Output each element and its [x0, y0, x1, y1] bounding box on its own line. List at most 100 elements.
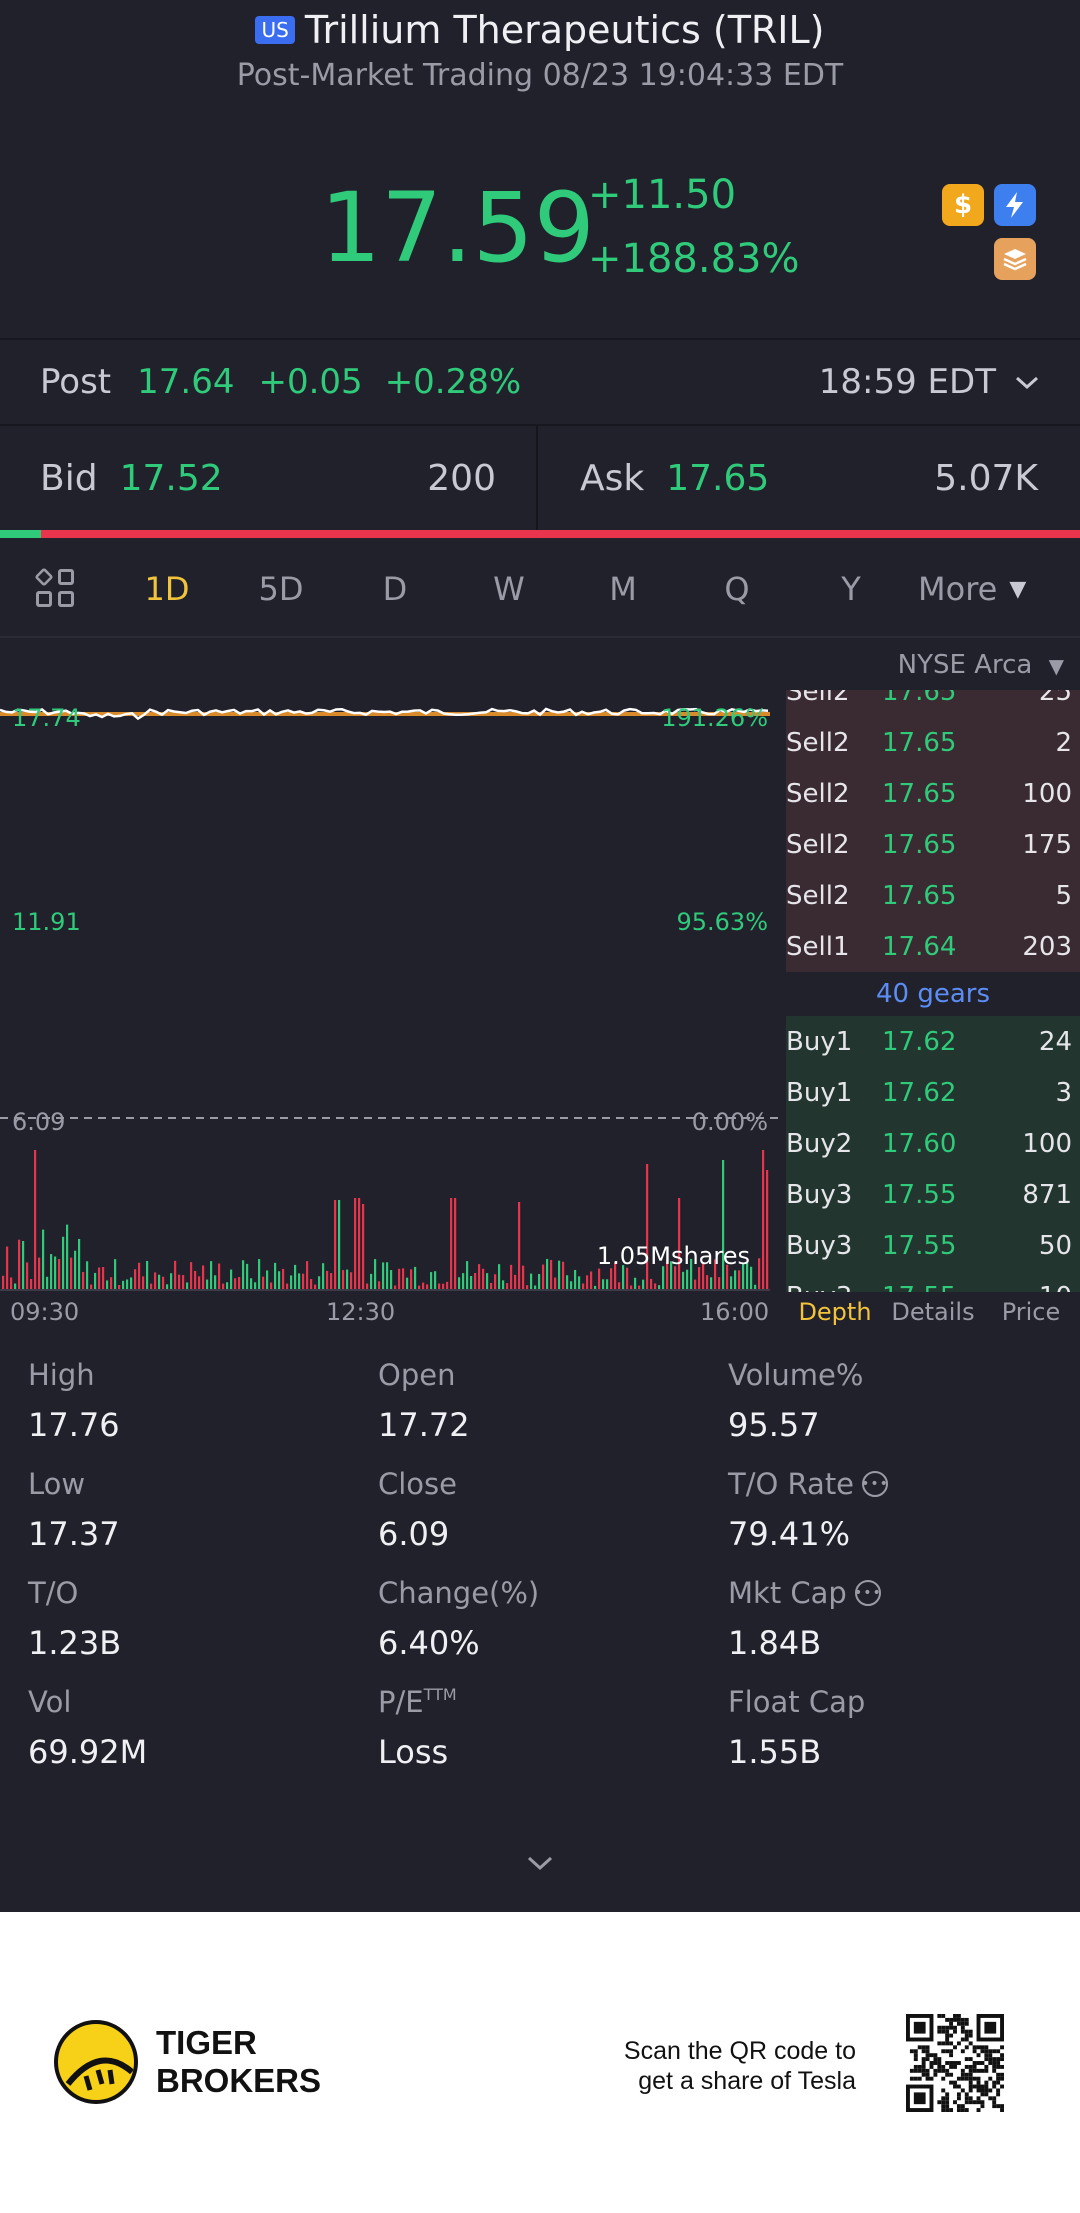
- volume-bar: [282, 1268, 285, 1290]
- tab-quarter[interactable]: Q: [724, 570, 750, 608]
- qr-module: [988, 2061, 993, 2065]
- volume-bar: [702, 1263, 705, 1290]
- y-label-mid-right: 95.63%: [676, 908, 768, 936]
- tab-5d[interactable]: 5D: [258, 570, 304, 608]
- volume-bar: [146, 1260, 149, 1290]
- volume-bar: [114, 1259, 117, 1290]
- qr-module: [913, 2049, 918, 2054]
- volume-bar: [378, 1281, 381, 1290]
- qr-module: [968, 2072, 973, 2077]
- stat-market-cap: Mkt Cap ••• 1.84B: [728, 1576, 882, 1662]
- qr-module: [937, 2064, 942, 2069]
- qr-module: [953, 2080, 957, 2085]
- volume-bar: [670, 1261, 673, 1290]
- volume-bar: [66, 1224, 69, 1290]
- dollar-icon[interactable]: $: [942, 184, 984, 226]
- caret-down-icon[interactable]: ▼: [1009, 576, 1027, 602]
- order-book-sell-row: Sell2 17.65 5: [786, 870, 1080, 921]
- volume-bar: [434, 1271, 437, 1290]
- volume-bar: [526, 1285, 529, 1290]
- volume-bar: [730, 1276, 733, 1290]
- tiger-logo-icon: [54, 2020, 138, 2104]
- more-info-icon[interactable]: •••: [861, 1471, 889, 1497]
- qr-module: [972, 2076, 977, 2081]
- qr-module: [964, 2021, 969, 2026]
- volume-bar: [18, 1239, 21, 1290]
- post-market-row[interactable]: Post 17.64 +0.05 +0.28% 18:59 EDT: [0, 340, 1080, 424]
- y-label-mid-left: 11.91: [12, 908, 81, 936]
- qr-module: [972, 2049, 977, 2054]
- tab-depth[interactable]: Depth: [798, 1298, 872, 1326]
- more-info-icon[interactable]: •••: [854, 1580, 881, 1606]
- volume-bar: [306, 1261, 309, 1290]
- stat-close: Close 6.09: [378, 1467, 457, 1553]
- price-change-percent: +188.83%: [588, 236, 800, 282]
- qr-module: [941, 2041, 946, 2046]
- volume-bar: [718, 1277, 721, 1290]
- volume-bar: [418, 1285, 421, 1290]
- tab-more[interactable]: More: [918, 570, 998, 608]
- expand-stats[interactable]: [0, 1846, 1080, 1881]
- qr-module: [956, 2061, 961, 2065]
- qr-module: [941, 2100, 946, 2105]
- tab-details[interactable]: Details: [891, 1298, 975, 1326]
- volume-bar: [586, 1275, 589, 1290]
- grid-icon[interactable]: [34, 567, 76, 609]
- qr-module: [925, 2045, 930, 2050]
- qr-module: [937, 2068, 942, 2073]
- qr-module: [913, 2064, 918, 2069]
- qr-module: [929, 2064, 934, 2069]
- qr-module: [964, 2045, 969, 2050]
- order-book-buy-row: Buy3 17.55 50: [786, 1220, 1080, 1271]
- qr-module: [964, 2064, 969, 2069]
- volume-bar: [482, 1268, 485, 1290]
- qr-module: [996, 2104, 1001, 2109]
- qr-code-icon: [906, 2014, 1004, 2112]
- tab-year[interactable]: Y: [841, 570, 861, 608]
- order-book-buy-row: Buy2 17.60 100: [786, 1118, 1080, 1169]
- qr-module: [1000, 2104, 1004, 2109]
- chevron-down-icon[interactable]: [1014, 366, 1040, 399]
- bolt-icon[interactable]: [994, 184, 1036, 226]
- qr-module: [976, 2061, 981, 2065]
- volume-bar: [510, 1264, 513, 1290]
- volume-bar: [242, 1260, 245, 1290]
- volume-bar: [414, 1266, 417, 1290]
- volume-bar: [386, 1262, 389, 1290]
- qr-module: [960, 2088, 965, 2093]
- post-change: +0.05: [258, 362, 363, 402]
- tab-week[interactable]: W: [493, 570, 525, 608]
- volume-bar: [574, 1269, 577, 1290]
- volume-bar: [50, 1254, 53, 1290]
- tab-price[interactable]: Price: [1001, 1298, 1061, 1326]
- volume-bar: [394, 1285, 397, 1290]
- page-title: US Trillium Therapeutics (TRIL): [0, 8, 1080, 52]
- volume-bar: [362, 1204, 365, 1290]
- gears-link[interactable]: 40 gears: [875, 979, 991, 1009]
- qr-module: [984, 2045, 989, 2050]
- qr-module: [976, 2068, 981, 2073]
- qr-module: [949, 2017, 954, 2022]
- volume-bar: [666, 1259, 669, 1290]
- divider: [0, 338, 1080, 340]
- qr-module: [992, 2061, 997, 2065]
- volume-bar: [474, 1272, 477, 1290]
- stat-float-cap: Float Cap 1.55B: [728, 1685, 866, 1771]
- stack-icon[interactable]: [994, 238, 1036, 280]
- order-book-buy-row: Buy3 17.55 871: [786, 1169, 1080, 1220]
- order-book-sell-row: Sell2 17.65 25: [786, 690, 1080, 717]
- volume-bar: [502, 1280, 505, 1290]
- qr-module: [976, 2076, 981, 2081]
- divider: [0, 636, 1080, 638]
- qr-module: [996, 2072, 1001, 2077]
- volume-bar: [518, 1202, 521, 1290]
- qr-module: [984, 2088, 989, 2093]
- intraday-chart[interactable]: 17.74 191.26% 11.91 95.63% 6.09 0.00% 1.…: [0, 690, 780, 1296]
- volume-bar: [638, 1285, 641, 1290]
- tab-1d[interactable]: 1D: [144, 570, 190, 608]
- exchange-selector[interactable]: NYSE Arca ▼: [898, 650, 1064, 680]
- order-book[interactable]: Sell2 17.65 25 Sell2 17.65 2 Sell2 17.65 100 S…: [786, 690, 1080, 1292]
- ask-price: 17.65: [666, 457, 770, 499]
- tab-day[interactable]: D: [382, 570, 408, 608]
- tab-month[interactable]: M: [609, 570, 637, 608]
